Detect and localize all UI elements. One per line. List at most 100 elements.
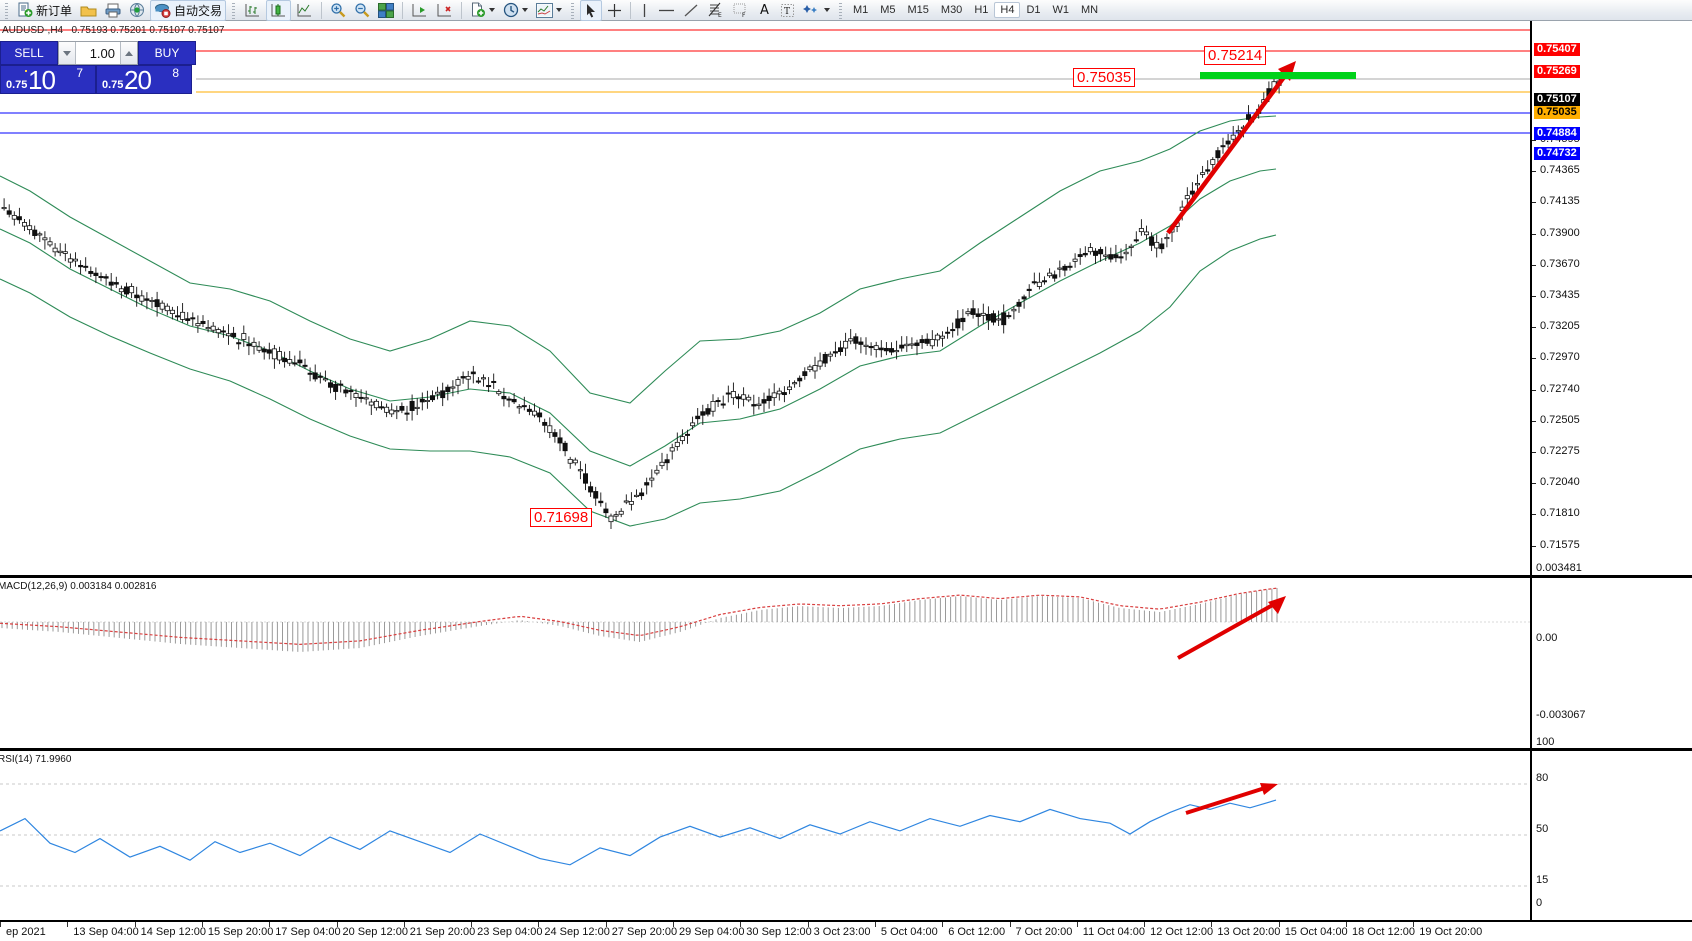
buy-price-display[interactable]: 0.75 20 8 — [96, 65, 192, 95]
market-watch-button[interactable] — [126, 1, 148, 20]
green-zone-marker — [1200, 72, 1356, 79]
timeframe-h1[interactable]: H1 — [974, 4, 989, 16]
timeframe-m5[interactable]: M5 — [880, 4, 896, 16]
chevron-down-icon[interactable] — [489, 8, 496, 12]
channel-button[interactable]: F — [729, 1, 752, 20]
print-button[interactable] — [102, 1, 124, 20]
main-toolbar: 新订单 — [0, 0, 1692, 21]
time-tick-separator — [1144, 922, 1146, 927]
timeframe-d1[interactable]: D1 — [1026, 4, 1041, 16]
timeframe-w1[interactable]: W1 — [1052, 4, 1070, 16]
price-scale[interactable]: 0.745950.743650.741350.739000.736700.734… — [1530, 21, 1692, 920]
time-tick-label: 12 Oct 12:00 — [1150, 926, 1214, 938]
time-tick-separator — [471, 922, 473, 927]
autotrading-button[interactable]: 自动交易 — [150, 0, 227, 21]
toolbar-grip-3[interactable] — [569, 1, 577, 19]
price-level-label[interactable]: 0.75407 — [1534, 43, 1580, 56]
auto-scroll-button[interactable] — [433, 1, 456, 20]
period-button[interactable] — [500, 1, 531, 20]
toolbar-divider-4 — [630, 1, 632, 19]
rsi-tick-label: 100 — [1536, 736, 1555, 748]
time-tick-separator — [673, 922, 674, 927]
volume-increment-button[interactable] — [120, 42, 137, 64]
cursor-tool-button[interactable] — [580, 0, 603, 21]
folder-icon — [80, 3, 97, 18]
time-tick-label: 23 Sep 04:00 — [477, 926, 543, 938]
volume-stepper[interactable]: 1.00 — [58, 41, 138, 65]
zoom-in-button[interactable] — [327, 1, 349, 20]
add-indicator-button[interactable] — [467, 1, 498, 20]
shapes-button[interactable] — [800, 1, 833, 20]
time-tick-separator — [807, 922, 809, 927]
macd-tick-label: 0.00 — [1536, 632, 1558, 644]
price-tickmark — [1532, 264, 1536, 266]
time-tick-label: 18 Oct 12:00 — [1352, 926, 1415, 938]
timeframe-m1[interactable]: M1 — [852, 4, 869, 16]
toolbar-grip-4[interactable] — [836, 1, 844, 19]
volume-decrement-button[interactable] — [59, 42, 76, 64]
auto-scroll-icon — [436, 2, 453, 18]
vertical-line-button[interactable] — [636, 1, 653, 20]
price-annotation-label[interactable]: 0.71698 — [530, 508, 593, 527]
crosshair-tool-button[interactable] — [604, 1, 625, 20]
time-tick-separator — [1346, 922, 1347, 927]
price-level-label[interactable]: 0.75269 — [1534, 65, 1580, 78]
time-tick-separator — [336, 922, 338, 927]
trendline-button[interactable] — [680, 1, 702, 20]
chart-shift-button[interactable] — [408, 1, 431, 20]
timeframe-m15[interactable]: M15 — [907, 4, 929, 16]
rsi-pane[interactable] — [0, 751, 1530, 920]
price-annotation-label[interactable]: 0.75035 — [1073, 68, 1136, 87]
new-order-button[interactable]: 新订单 — [14, 1, 75, 20]
time-tick-label: 21 Sep 20:00 — [409, 926, 476, 938]
time-tick-label: 15 Sep 20:00 — [207, 926, 274, 938]
chevron-down-icon[interactable] — [823, 8, 830, 12]
time-tick-label: 27 Sep 20:00 — [611, 926, 678, 938]
horizontal-line-button[interactable] — [655, 1, 678, 20]
sell-button[interactable]: SELL — [0, 41, 58, 65]
toolbar-grip[interactable] — [3, 1, 10, 19]
price-chart-svg — [0, 29, 1530, 530]
candlestick-chart-button[interactable] — [266, 0, 292, 21]
time-tick-separator — [0, 922, 1, 927]
toolbar-grip-2[interactable] — [230, 1, 238, 19]
price-annotation-label[interactable]: 0.75214 — [1204, 46, 1267, 65]
price-chart-pane[interactable] — [0, 21, 1530, 578]
time-tick-label: 30 Sep 12:00 — [746, 926, 812, 938]
bar-chart-button[interactable] — [241, 1, 264, 20]
price-level-label[interactable]: 0.75107 — [1534, 93, 1580, 106]
time-scale[interactable]: ep 2021 13 Sep 04:00 14 Sep 12:00 15 Sep 20… — [0, 920, 1692, 941]
toolbar-divider-1 — [321, 1, 323, 19]
timeframe-m30[interactable]: M30 — [940, 4, 963, 16]
sell-price-main: 10 — [28, 65, 56, 95]
svg-text:T: T — [784, 7, 790, 17]
sell-price-display[interactable]: 0.75 10 7 — [0, 65, 96, 95]
tile-windows-button[interactable] — [375, 1, 397, 20]
time-tick-label: 7 Oct 20:00 — [1015, 926, 1073, 938]
price-level-label[interactable]: 0.74884 — [1534, 127, 1580, 140]
price-tick-label: 0.71575 — [1540, 538, 1580, 551]
chevron-down-icon[interactable] — [522, 8, 529, 12]
chevron-down-icon[interactable] — [556, 8, 563, 12]
volume-value[interactable]: 1.00 — [89, 45, 115, 61]
fibonacci-button[interactable]: E — [704, 1, 727, 20]
text-tool-button[interactable]: A — [754, 1, 775, 20]
globe-icon — [129, 2, 145, 18]
price-level-label[interactable]: 0.74732 — [1534, 147, 1580, 160]
line-chart-button[interactable] — [293, 1, 316, 20]
macd-pane[interactable] — [0, 578, 1530, 740]
folder-button[interactable] — [77, 1, 100, 20]
oct-price-row: 0.75 10 7 0.75 20 8 — [0, 65, 196, 95]
timeframe-mn[interactable]: MN — [1081, 4, 1099, 16]
label-tool-button[interactable]: T — [777, 1, 798, 20]
rsi-chart-svg — [0, 783, 1530, 887]
templates-button[interactable] — [533, 1, 565, 20]
buy-price-main: 20 — [124, 65, 152, 95]
buy-button[interactable]: BUY — [138, 41, 196, 65]
price-level-label[interactable]: 0.75035 — [1534, 106, 1580, 119]
timeframe-h4[interactable]: H4 — [994, 2, 1021, 18]
time-tick-label: ep 2021 — [6, 926, 46, 938]
one-click-trading-panel[interactable]: SELL 1.00 BUY 0.75 10 7 0.75 20 8 — [0, 41, 196, 95]
zoom-out-button[interactable] — [351, 1, 373, 20]
shapes-icon — [802, 3, 821, 17]
